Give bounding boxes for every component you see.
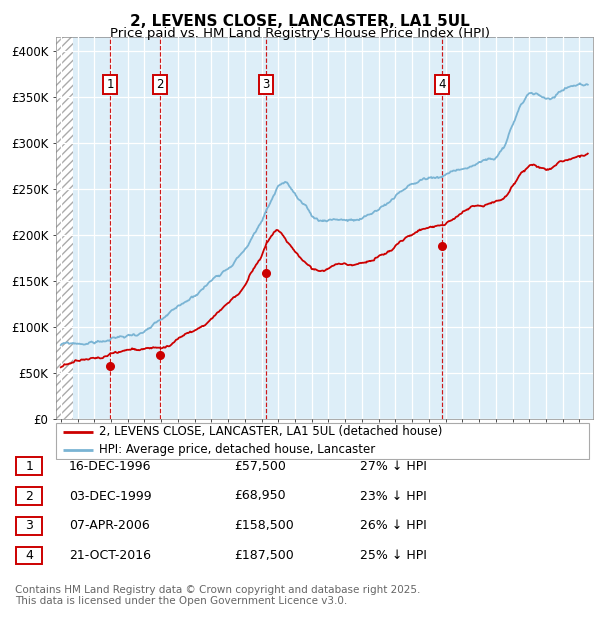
Text: 2: 2 — [156, 78, 164, 91]
Text: 23% ↓ HPI: 23% ↓ HPI — [360, 490, 427, 502]
Text: £57,500: £57,500 — [234, 460, 286, 472]
FancyBboxPatch shape — [16, 547, 43, 564]
FancyBboxPatch shape — [16, 487, 43, 505]
Text: 27% ↓ HPI: 27% ↓ HPI — [360, 460, 427, 472]
Text: 16-DEC-1996: 16-DEC-1996 — [69, 460, 151, 472]
Text: 1: 1 — [25, 460, 34, 472]
Text: HPI: Average price, detached house, Lancaster: HPI: Average price, detached house, Lanc… — [98, 443, 375, 456]
Text: £68,950: £68,950 — [234, 490, 286, 502]
Text: £187,500: £187,500 — [234, 549, 294, 562]
Text: Contains HM Land Registry data © Crown copyright and database right 2025.: Contains HM Land Registry data © Crown c… — [15, 585, 421, 595]
Text: This data is licensed under the Open Government Licence v3.0.: This data is licensed under the Open Gov… — [15, 596, 347, 606]
FancyBboxPatch shape — [56, 423, 589, 459]
Text: 21-OCT-2016: 21-OCT-2016 — [69, 549, 151, 562]
Text: 2, LEVENS CLOSE, LANCASTER, LA1 5UL: 2, LEVENS CLOSE, LANCASTER, LA1 5UL — [130, 14, 470, 29]
Text: 07-APR-2006: 07-APR-2006 — [69, 520, 150, 532]
Text: 2: 2 — [25, 490, 34, 502]
Text: 4: 4 — [25, 549, 34, 562]
Text: 3: 3 — [262, 78, 270, 91]
Text: Price paid vs. HM Land Registry's House Price Index (HPI): Price paid vs. HM Land Registry's House … — [110, 27, 490, 40]
FancyBboxPatch shape — [16, 458, 43, 475]
Text: 26% ↓ HPI: 26% ↓ HPI — [360, 520, 427, 532]
Text: 2, LEVENS CLOSE, LANCASTER, LA1 5UL (detached house): 2, LEVENS CLOSE, LANCASTER, LA1 5UL (det… — [98, 425, 442, 438]
Text: £158,500: £158,500 — [234, 520, 294, 532]
Bar — [56, 37, 73, 418]
Text: 4: 4 — [439, 78, 446, 91]
Text: 25% ↓ HPI: 25% ↓ HPI — [360, 549, 427, 562]
Text: 3: 3 — [25, 520, 34, 532]
FancyBboxPatch shape — [16, 517, 43, 534]
Text: 03-DEC-1999: 03-DEC-1999 — [69, 490, 152, 502]
Text: 1: 1 — [107, 78, 114, 91]
